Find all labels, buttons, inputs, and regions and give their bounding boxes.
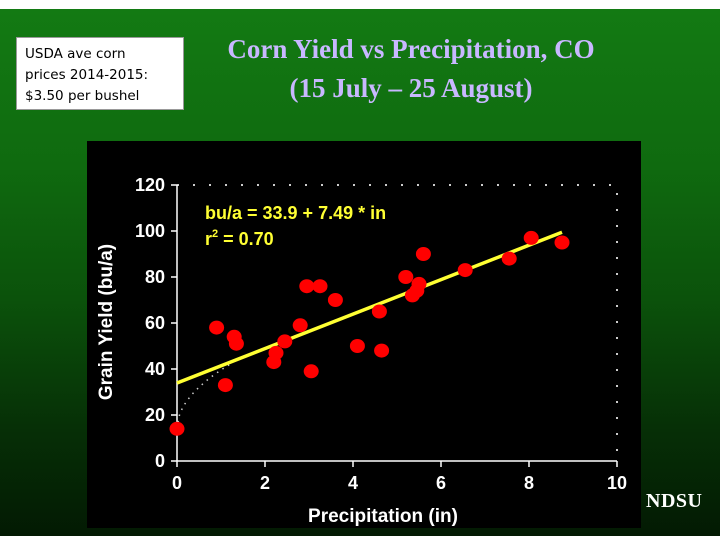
x-tick-label: 4 [348,473,358,493]
data-point [327,293,343,307]
data-point [411,276,427,291]
y-tick-label: 40 [145,359,165,379]
regression-equation: bu/a = 33.9 + 7.49 * in [205,203,386,223]
y-tick-label: 60 [145,313,165,333]
data-point [349,339,365,353]
chart-subtitle: (15 July – 25 August) [289,73,533,103]
chart-title-block: Corn Yield vs Precipitation, CO (15 July… [186,30,636,108]
x-tick-label: 10 [607,473,627,493]
data-point [374,343,390,358]
data-point [312,279,328,294]
plot-panel [87,141,641,528]
regression-line [176,230,563,385]
data-point [217,378,233,393]
x-tick-label: 0 [172,473,182,493]
data-point [415,247,431,261]
data-point [292,318,308,333]
plot-frame-dotted [177,184,618,461]
y-axis-title: Grain Yield (bu/a) [96,244,117,400]
data-point [299,279,315,294]
y-tick-label: 80 [145,267,165,287]
data-point [523,230,539,245]
data-point [371,304,387,319]
price-note-line: prices 2014-2015: [25,67,149,83]
data-point [228,336,244,351]
data-point [457,263,473,278]
data-point [277,334,293,349]
y-tick-label: 20 [145,405,165,425]
price-note-line: $3.50 per bushel [25,88,140,104]
ndsu-logo: NDSU [646,490,703,512]
price-note-line: USDA ave corn [25,46,126,62]
data-point [209,320,225,335]
data-point [501,251,517,266]
data-point [268,345,284,360]
r-squared-label: r2 = 0.70 [205,228,274,249]
x-tick-label: 6 [436,473,446,493]
data-point [554,235,570,250]
x-tick-label: 2 [260,473,270,493]
x-tick-label: 8 [524,473,534,493]
price-note-box: USDA ave corn prices 2014-2015: $3.50 pe… [16,37,184,110]
data-point [398,270,414,284]
data-point [169,421,185,436]
data-point [303,364,319,379]
chart-title: Corn Yield vs Precipitation, CO [227,34,595,64]
y-tick-label: 0 [155,451,165,471]
y-tick-label: 120 [135,175,165,195]
x-axis-title: Precipitation (in) [308,506,458,527]
y-tick-label: 100 [135,221,165,241]
